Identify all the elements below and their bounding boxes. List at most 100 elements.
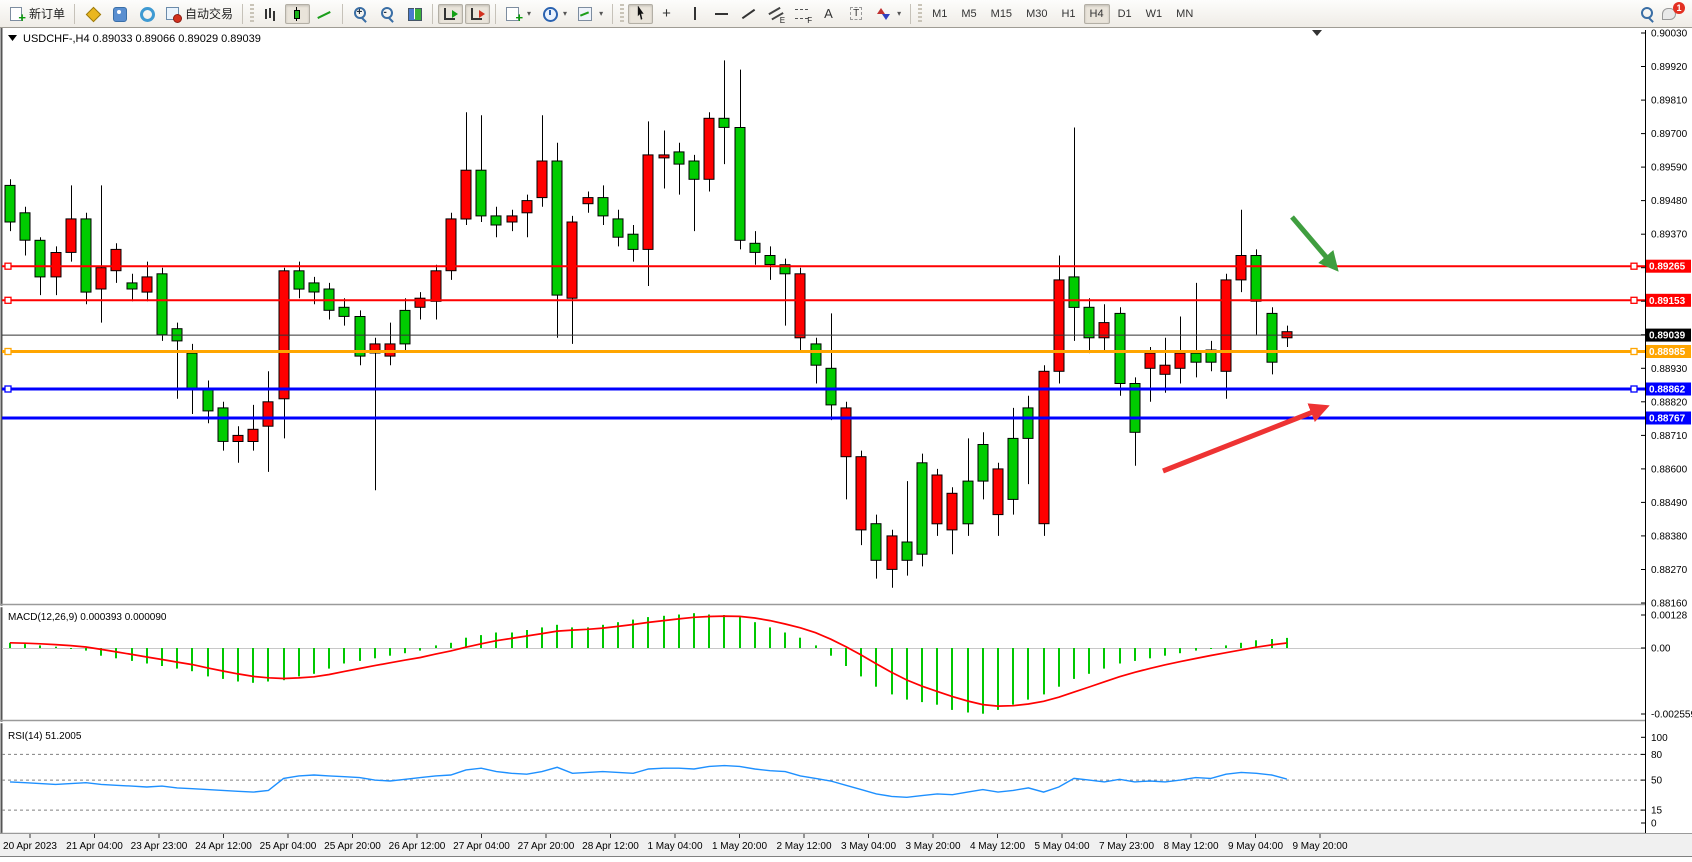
macd-histogram-bar [799,637,801,648]
macd-histogram-bar [997,648,999,710]
toolbar-arrows-tool-button[interactable]: ▾ [871,4,905,24]
time-tick-label: 1 May 04:00 [647,841,702,852]
macd-histogram-bar [602,624,604,648]
timeframe-W1-button[interactable]: W1 [1140,4,1169,24]
toolbar-candle-chart-button[interactable] [285,3,311,24]
toolbar-separator [612,3,614,24]
candle-body [673,151,685,165]
line-handle [1630,262,1638,270]
navigator-icon [111,6,128,22]
toolbar-templates-button[interactable]: ▾ [573,4,607,24]
toolbar-crosshair-button[interactable]: + [655,4,680,24]
notifications-button[interactable]: 1 [1662,1,1685,23]
toolbar-tile-windows-button[interactable] [402,4,427,24]
new-order-icon [9,6,26,25]
price-tick-label: 0.88820 [1651,397,1688,408]
toolbar-navigator-button[interactable] [107,4,132,24]
candle-body [551,160,563,296]
macd-histogram-bar [708,614,710,648]
price-tick-label: 0.88490 [1651,498,1688,509]
price-tick-label: 0.89810 [1651,96,1688,107]
label-tool-icon: T [848,6,865,22]
toolbar-vline-button[interactable] [682,4,707,24]
timeframe-M1-button[interactable]: M1 [926,4,953,24]
button-label: W1 [1145,7,1163,20]
timeframe-D1-button[interactable]: D1 [1112,4,1138,24]
macd-histogram-bar [526,630,528,648]
chevron-down-icon[interactable]: ▾ [563,9,568,18]
price-line-label-box [1646,293,1691,307]
chevron-down-icon[interactable]: ▾ [599,9,604,18]
toolbar-chart-shift-button[interactable] [465,3,491,24]
macd-histogram-bar [207,648,209,677]
time-tick-label: 24 Apr 12:00 [195,841,252,852]
candle-body [202,389,214,412]
candle-body [992,468,1004,516]
candle-body [141,276,153,293]
toolbar-auto-scroll-button[interactable] [438,3,464,24]
macd-histogram-bar [146,648,148,664]
toolbar-hline-button[interactable] [709,4,734,24]
toolbar-fibonacci-button[interactable]: F [790,4,815,25]
time-axis[interactable]: 20 Apr 2023 21 Apr 04:00 23 Apr 23:00 24 Ap… [0,834,1692,858]
line-handle [4,385,12,393]
notification-badge: 1 [1673,1,1685,14]
timeframe-M5-button[interactable]: M5 [955,4,982,24]
toolbar-indicators-button[interactable]: ▾ [501,4,535,25]
toolbar-trendline-button[interactable] [736,4,761,24]
toolbar-autotrading-button[interactable]: 自动交易 [161,4,237,24]
candle-body [475,169,487,217]
candle-body [658,154,670,159]
line-handle [4,296,12,304]
price-tick-label: 0.88160 [1651,599,1688,610]
macd-histogram-bar [359,648,361,661]
time-tick-label: 28 Apr 12:00 [582,841,639,852]
macd-histogram-bar [1179,648,1181,654]
toolbar-grip[interactable] [250,3,255,24]
toolbar-separator [242,3,244,24]
toolbar-market-watch-button[interactable] [80,4,105,24]
toolbar-text-tool-button[interactable]: A [817,4,842,24]
symbol-dropdown-icon[interactable] [8,35,17,41]
candle-body [1235,255,1247,281]
timeframe-MN-button[interactable]: MN [1170,4,1199,24]
timeframe-H4-button[interactable]: H4 [1083,3,1110,24]
timeframe-H1-button[interactable]: H1 [1055,4,1081,24]
timeframe-M15-button[interactable]: M15 [985,4,1018,24]
toolbar-grip[interactable] [918,3,923,24]
candle-body [1220,279,1232,372]
chart-canvas[interactable]: 0.90030 0.89920 0.89810 0.89700 0.89590 0.894… [0,28,1692,858]
macd-histogram-bar [541,627,543,648]
macd-histogram-bar [875,648,877,687]
search-icon[interactable] [1639,6,1656,22]
candle-body [186,352,198,391]
toolbar-periods-button[interactable]: ▾ [537,4,571,24]
candle-body [506,215,518,223]
toolbar-channel-button[interactable]: E [763,4,788,25]
toolbar-zoom-in-button[interactable]: + [348,4,373,24]
toolbar-bar-chart-button[interactable] [258,4,283,24]
toolbar-cursor-button[interactable] [628,3,654,24]
toolbar-line-chart-button[interactable] [312,4,337,24]
toolbar-zoom-out-button[interactable]: - [375,4,400,24]
toolbar-new-order-button[interactable]: 新订单 [5,4,69,25]
price-line-label-box [1646,411,1691,425]
macd-histogram-bar [663,615,665,648]
timeframe-M30-button[interactable]: M30 [1020,4,1053,24]
toolbar-label-tool-button[interactable]: T [844,4,869,24]
toolbar-grip[interactable] [620,3,625,24]
rsi-tick-label: 0 [1651,819,1657,830]
toolbar-terminal-button[interactable] [134,4,159,24]
macd-histogram-bar [237,648,239,682]
chevron-down-icon[interactable]: ▾ [897,9,902,18]
toolbar-separator [910,3,912,24]
price-axis[interactable]: 0.90030 0.89920 0.89810 0.89700 0.89590 0.894… [1641,28,1692,833]
toolbar-separator [74,3,76,24]
macd-histogram-bar [1088,648,1090,674]
chart-window: 0.90030 0.89920 0.89810 0.89700 0.89590 0.894… [0,28,1692,858]
chevron-down-icon[interactable]: ▾ [527,9,532,18]
price-line-label: 0.88985 [1649,347,1686,358]
candle-body [642,154,654,250]
candle-body [156,273,168,336]
time-tick-label: 2 May 12:00 [776,841,831,852]
